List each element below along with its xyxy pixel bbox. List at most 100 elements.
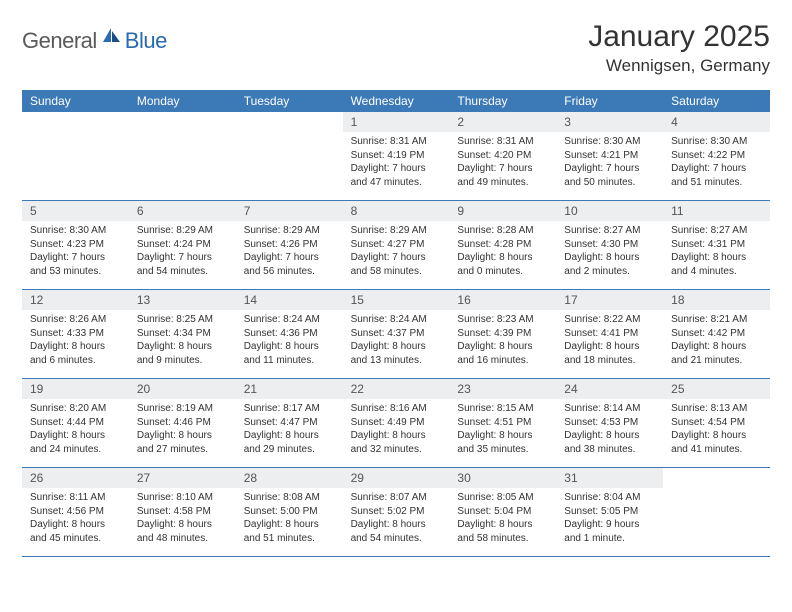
calendar-grid: Sunday Monday Tuesday Wednesday Thursday… xyxy=(22,90,770,557)
sail-icon xyxy=(101,26,123,49)
sunset-text: Sunset: 4:53 PM xyxy=(564,416,655,430)
day-details: Sunrise: 8:27 AMSunset: 4:30 PMDaylight:… xyxy=(556,221,663,281)
sunset-text: Sunset: 4:23 PM xyxy=(30,238,121,252)
daylight1-text: Daylight: 8 hours xyxy=(457,518,548,532)
day-cell xyxy=(236,112,343,200)
sunrise-text: Sunrise: 8:29 AM xyxy=(244,224,335,238)
day-number: 18 xyxy=(663,290,770,310)
day-number: 23 xyxy=(449,379,556,399)
daylight1-text: Daylight: 8 hours xyxy=(671,429,762,443)
day-number: 26 xyxy=(22,468,129,488)
sunset-text: Sunset: 4:26 PM xyxy=(244,238,335,252)
day-cell: 27Sunrise: 8:10 AMSunset: 4:58 PMDayligh… xyxy=(129,468,236,556)
day-header-thursday: Thursday xyxy=(449,90,556,112)
day-header-wednesday: Wednesday xyxy=(343,90,450,112)
day-number: 16 xyxy=(449,290,556,310)
sunrise-text: Sunrise: 8:30 AM xyxy=(564,135,655,149)
sunrise-text: Sunrise: 8:27 AM xyxy=(671,224,762,238)
day-cell: 1Sunrise: 8:31 AMSunset: 4:19 PMDaylight… xyxy=(343,112,450,200)
day-details: Sunrise: 8:23 AMSunset: 4:39 PMDaylight:… xyxy=(449,310,556,370)
day-number: 3 xyxy=(556,112,663,132)
sunset-text: Sunset: 4:49 PM xyxy=(351,416,442,430)
day-details: Sunrise: 8:30 AMSunset: 4:21 PMDaylight:… xyxy=(556,132,663,192)
day-cell: 14Sunrise: 8:24 AMSunset: 4:36 PMDayligh… xyxy=(236,290,343,378)
day-number: 12 xyxy=(22,290,129,310)
day-details: Sunrise: 8:15 AMSunset: 4:51 PMDaylight:… xyxy=(449,399,556,459)
day-cell: 18Sunrise: 8:21 AMSunset: 4:42 PMDayligh… xyxy=(663,290,770,378)
day-number: 9 xyxy=(449,201,556,221)
daylight1-text: Daylight: 8 hours xyxy=(30,429,121,443)
day-details: Sunrise: 8:04 AMSunset: 5:05 PMDaylight:… xyxy=(556,488,663,548)
day-cell xyxy=(129,112,236,200)
day-number: 21 xyxy=(236,379,343,399)
sunrise-text: Sunrise: 8:04 AM xyxy=(564,491,655,505)
daylight2-text: and 47 minutes. xyxy=(351,176,442,190)
daylight2-text: and 6 minutes. xyxy=(30,354,121,368)
daylight1-text: Daylight: 7 hours xyxy=(351,251,442,265)
day-number: 11 xyxy=(663,201,770,221)
day-header-tuesday: Tuesday xyxy=(236,90,343,112)
sunset-text: Sunset: 4:51 PM xyxy=(457,416,548,430)
day-number: 22 xyxy=(343,379,450,399)
day-cell: 13Sunrise: 8:25 AMSunset: 4:34 PMDayligh… xyxy=(129,290,236,378)
daylight2-text: and 51 minutes. xyxy=(671,176,762,190)
sunrise-text: Sunrise: 8:19 AM xyxy=(137,402,228,416)
sunrise-text: Sunrise: 8:08 AM xyxy=(244,491,335,505)
sunset-text: Sunset: 4:41 PM xyxy=(564,327,655,341)
daylight2-text: and 13 minutes. xyxy=(351,354,442,368)
page-header: General Blue January 2025 Wennigsen, Ger… xyxy=(22,20,770,76)
daylight1-text: Daylight: 8 hours xyxy=(671,251,762,265)
day-header-sunday: Sunday xyxy=(22,90,129,112)
daylight1-text: Daylight: 8 hours xyxy=(457,251,548,265)
week-row: 26Sunrise: 8:11 AMSunset: 4:56 PMDayligh… xyxy=(22,468,770,557)
day-cell: 16Sunrise: 8:23 AMSunset: 4:39 PMDayligh… xyxy=(449,290,556,378)
sunset-text: Sunset: 4:36 PM xyxy=(244,327,335,341)
daylight2-text: and 51 minutes. xyxy=(244,532,335,546)
daylight2-text: and 50 minutes. xyxy=(564,176,655,190)
calendar-page: General Blue January 2025 Wennigsen, Ger… xyxy=(0,0,792,577)
sunrise-text: Sunrise: 8:27 AM xyxy=(564,224,655,238)
day-number: 4 xyxy=(663,112,770,132)
week-row: 19Sunrise: 8:20 AMSunset: 4:44 PMDayligh… xyxy=(22,379,770,468)
day-cell: 7Sunrise: 8:29 AMSunset: 4:26 PMDaylight… xyxy=(236,201,343,289)
day-header-monday: Monday xyxy=(129,90,236,112)
daylight2-text: and 18 minutes. xyxy=(564,354,655,368)
day-number: 7 xyxy=(236,201,343,221)
brand-logo: General Blue xyxy=(22,26,167,55)
sunset-text: Sunset: 4:20 PM xyxy=(457,149,548,163)
day-cell: 9Sunrise: 8:28 AMSunset: 4:28 PMDaylight… xyxy=(449,201,556,289)
sunset-text: Sunset: 5:02 PM xyxy=(351,505,442,519)
daylight2-text: and 58 minutes. xyxy=(457,532,548,546)
day-cell: 22Sunrise: 8:16 AMSunset: 4:49 PMDayligh… xyxy=(343,379,450,467)
day-cell: 17Sunrise: 8:22 AMSunset: 4:41 PMDayligh… xyxy=(556,290,663,378)
daylight1-text: Daylight: 8 hours xyxy=(137,340,228,354)
day-cell: 25Sunrise: 8:13 AMSunset: 4:54 PMDayligh… xyxy=(663,379,770,467)
day-number: 10 xyxy=(556,201,663,221)
sunrise-text: Sunrise: 8:26 AM xyxy=(30,313,121,327)
sunrise-text: Sunrise: 8:31 AM xyxy=(351,135,442,149)
day-number: 17 xyxy=(556,290,663,310)
sunrise-text: Sunrise: 8:29 AM xyxy=(137,224,228,238)
day-details: Sunrise: 8:10 AMSunset: 4:58 PMDaylight:… xyxy=(129,488,236,548)
daylight2-text: and 4 minutes. xyxy=(671,265,762,279)
daylight1-text: Daylight: 8 hours xyxy=(30,518,121,532)
day-details: Sunrise: 8:29 AMSunset: 4:26 PMDaylight:… xyxy=(236,221,343,281)
title-block: January 2025 Wennigsen, Germany xyxy=(588,20,770,76)
day-details: Sunrise: 8:16 AMSunset: 4:49 PMDaylight:… xyxy=(343,399,450,459)
sunrise-text: Sunrise: 8:17 AM xyxy=(244,402,335,416)
day-number: 19 xyxy=(22,379,129,399)
daylight2-text: and 9 minutes. xyxy=(137,354,228,368)
day-cell xyxy=(663,468,770,556)
daylight1-text: Daylight: 7 hours xyxy=(671,162,762,176)
daylight1-text: Daylight: 9 hours xyxy=(564,518,655,532)
day-number: 31 xyxy=(556,468,663,488)
day-number: 15 xyxy=(343,290,450,310)
day-header-row: Sunday Monday Tuesday Wednesday Thursday… xyxy=(22,90,770,112)
day-details: Sunrise: 8:30 AMSunset: 4:22 PMDaylight:… xyxy=(663,132,770,192)
day-details: Sunrise: 8:11 AMSunset: 4:56 PMDaylight:… xyxy=(22,488,129,548)
daylight2-text: and 38 minutes. xyxy=(564,443,655,457)
brand-part1: General xyxy=(22,28,97,54)
daylight2-text: and 45 minutes. xyxy=(30,532,121,546)
sunrise-text: Sunrise: 8:22 AM xyxy=(564,313,655,327)
day-cell: 11Sunrise: 8:27 AMSunset: 4:31 PMDayligh… xyxy=(663,201,770,289)
